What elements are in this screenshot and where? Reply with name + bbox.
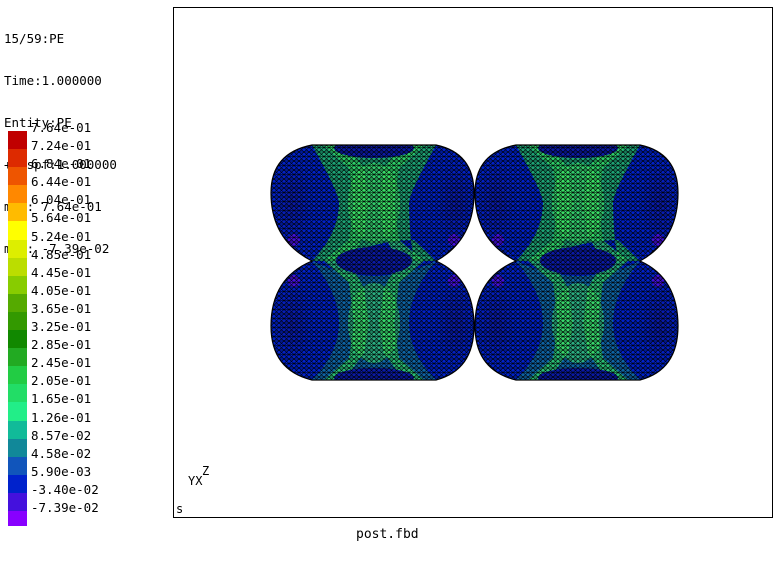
legend-label: 4.85e-01	[31, 246, 92, 262]
viewport-corner-label: s	[176, 502, 184, 516]
legend-swatch	[8, 348, 27, 367]
info-time: Time:1.000000	[4, 73, 102, 88]
legend-swatch	[8, 257, 27, 276]
legend-label: 1.65e-01	[31, 391, 92, 407]
legend-swatch	[8, 456, 27, 475]
legend-label: 5.64e-01	[31, 210, 92, 226]
legend-swatch	[8, 384, 27, 403]
legend-label: -7.39e-02	[31, 499, 99, 515]
mesh-part-right	[473, 138, 683, 388]
legend-label: 6.84e-01	[31, 156, 92, 172]
axis-triad: Z YX	[188, 464, 210, 488]
legend-swatch	[8, 149, 27, 168]
axis-z-label: Z	[202, 464, 210, 478]
file-name: post.fbd	[356, 527, 419, 542]
legend-swatch	[8, 438, 27, 457]
legend-label: 5.24e-01	[31, 228, 92, 244]
legend-swatch	[8, 203, 27, 222]
legend-swatch	[8, 239, 27, 258]
legend-swatch	[8, 366, 27, 385]
legend-label: 8.57e-02	[31, 427, 92, 443]
legend-swatch	[8, 492, 27, 511]
legend-swatch	[8, 185, 27, 204]
axis-yx-label: YX	[188, 474, 203, 488]
legend-label: 4.05e-01	[31, 282, 92, 298]
legend-label: 6.04e-01	[31, 192, 92, 208]
legend-swatch	[8, 402, 27, 421]
legend-swatch	[8, 510, 27, 526]
legend-swatch	[8, 167, 27, 186]
mesh-part-left	[270, 144, 475, 381]
legend-swatch	[8, 221, 27, 240]
legend-swatch	[8, 311, 27, 331]
legend-swatch	[8, 131, 27, 150]
legend-label: 3.25e-01	[31, 319, 92, 335]
legend-label: 4.58e-02	[31, 445, 92, 461]
mesh-plot[interactable]	[174, 8, 772, 517]
legend-label: 5.90e-03	[31, 463, 92, 479]
legend-swatch	[8, 275, 27, 294]
legend-swatch	[8, 420, 27, 439]
info-dispf: +Dispf:1.000000	[4, 157, 117, 172]
legend-label: 1.26e-01	[31, 409, 92, 425]
info-step: 15/59:PE	[4, 31, 65, 46]
legend-swatch	[8, 474, 27, 493]
legend-label: 2.05e-01	[31, 373, 92, 389]
legend-label: 2.45e-01	[31, 355, 92, 371]
legend-label: 3.65e-01	[31, 300, 92, 316]
info-entity: Entity:PE	[4, 115, 72, 130]
graphics-viewport[interactable]: Z YX s	[173, 7, 773, 518]
legend-swatch	[8, 330, 27, 349]
legend-swatch	[8, 293, 27, 312]
legend-label: 6.44e-01	[31, 174, 92, 190]
legend-label: 7.64e-01	[31, 120, 92, 135]
legend-label: -3.40e-02	[31, 481, 99, 497]
legend-label: 4.45e-01	[31, 264, 92, 280]
legend-label: 2.85e-01	[31, 337, 92, 353]
legend-label: 7.24e-01	[31, 138, 92, 154]
